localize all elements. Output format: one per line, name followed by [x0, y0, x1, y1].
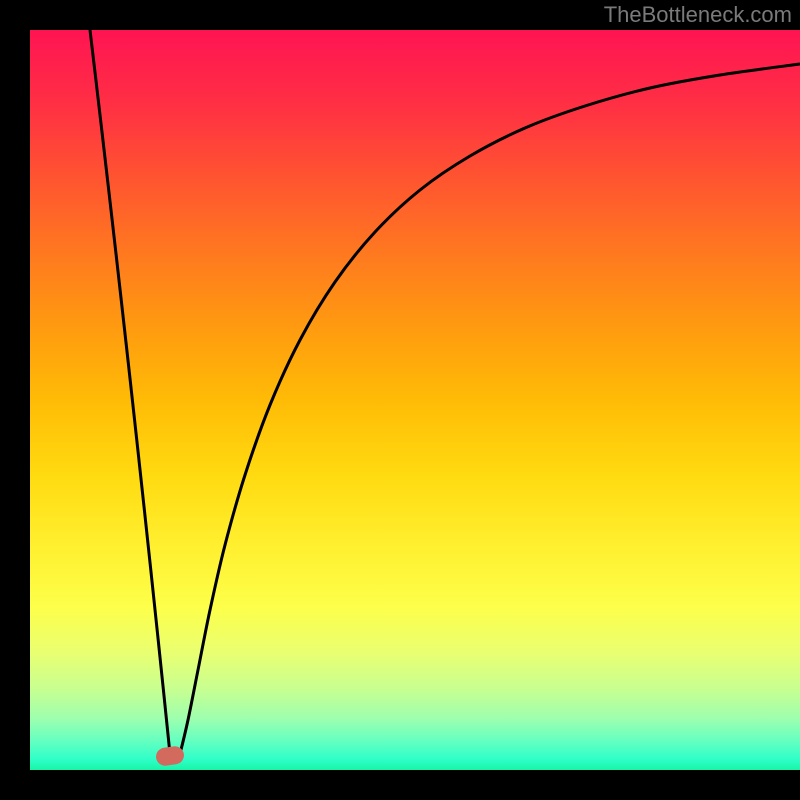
- curve-left-branch: [90, 30, 170, 754]
- chart-container: TheBottleneck.com: [0, 0, 800, 800]
- curve-right-branch: [180, 64, 800, 754]
- bottleneck-curve: [30, 30, 800, 770]
- watermark-text: TheBottleneck.com: [604, 2, 792, 28]
- plot-area: [30, 30, 800, 770]
